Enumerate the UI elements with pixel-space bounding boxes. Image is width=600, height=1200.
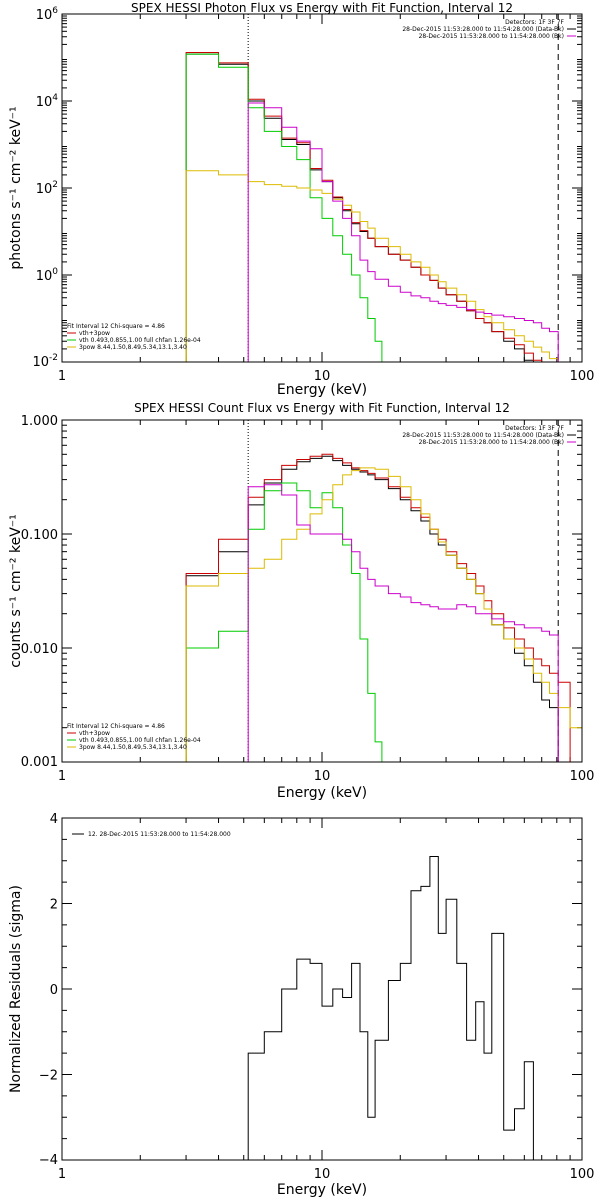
panel-2: SPEX HESSI Count Flux vs Energy with Fit… [8,401,594,801]
plot-area [185,14,571,362]
legend-entry: Fit Interval 12 Chi-square = 4.86 [67,723,165,730]
series-line-5 [247,102,559,362]
legend-entry: vth 0.493,0.855,1.00 full chfan 1.26e-04 [79,337,201,344]
info-text: 28-Dec-2015 11:53:28.000 to 11:54:28.000… [419,439,564,446]
series-line-3 [185,482,383,762]
y-tick-label: −4 [39,1153,58,1168]
series-line-1 [247,856,559,1160]
y-axis-label: counts s⁻¹ cm⁻² keV⁻¹ [8,514,24,668]
y-tick-label: 0.100 [21,528,58,543]
x-tick-label: 100 [570,1167,595,1182]
info-text: 28-Dec-2015 11:53:28.000 to 11:54:28.000… [419,33,564,40]
y-tick-label: 0 [50,983,58,998]
y-tick-label: 4 [50,812,58,827]
plot-frame [61,13,583,363]
info-text: Detectors: 1F 3F 7F [505,425,564,432]
x-tick-label: 10 [314,369,331,384]
info-text: 28-Dec-2015 11:53:28.000 to 11:54:28.000… [402,26,564,33]
series-line-4 [185,170,571,362]
legend-entry: Fit Interval 12 Chi-square = 4.86 [67,323,165,330]
legend-entry: vth+3pow [79,730,110,737]
x-tick-label: 100 [570,369,595,384]
y-tick-exponent: -2 [49,353,58,363]
x-tick-label: 1 [58,1167,66,1182]
y-tick-label: 0.010 [21,642,58,657]
chart-title: SPEX HESSI Count Flux vs Energy with Fit… [134,401,510,415]
panel-3: 1 10 100 −4 −2 0 2 4 Energy (keV) Normalized Resi… [8,812,594,1198]
series-line-4 [185,467,582,762]
y-tick-label: 104 [36,93,59,110]
y-tick-base: 10 [36,8,53,23]
y-tick-base: 10 [32,355,49,370]
series-line-3 [185,53,383,362]
y-tick-label: 1.000 [21,414,58,429]
info-text: 28-Dec-2015 11:53:28.000 to 11:54:28.000… [402,432,564,439]
y-tick-exponent: 6 [52,6,58,16]
y-tick-base: 10 [36,95,53,110]
plot-area [247,856,559,1160]
legend-entry: 12. 28-Dec-2015 11:53:28.000 to 11:54:28… [88,831,231,838]
y-tick-label: 100 [36,267,59,284]
legend-entry: 3pow 8.44,1.50,8.49,5.34,13.1,3.40 [79,344,187,351]
panel-1: SPEX HESSI Photon Flux vs Energy with Fi… [8,1,594,398]
legend-entry: 3pow 8.44,1.50,8.49,5.34,13.1,3.40 [79,744,187,751]
info-text: Detectors: 1F 3F 7F [505,19,564,26]
series-line-1 [185,53,534,362]
y-tick-base: 10 [36,182,53,197]
plot-frame [61,817,583,1161]
plot-area [185,420,582,762]
y-axis-label: photons s⁻¹ cm⁻² keV⁻¹ [8,106,24,269]
y-tick-exponent: 4 [52,93,58,103]
x-axis-label: Energy (keV) [277,785,367,801]
series-line-5 [247,484,559,762]
y-tick-label: 10-2 [32,353,58,370]
y-axis-label: Normalized Residuals (sigma) [8,885,24,1093]
plot-frame [61,419,583,763]
y-tick-label: 106 [36,6,59,23]
series-line-2 [185,52,543,362]
chart-title: SPEX HESSI Photon Flux vs Energy with Fi… [131,1,513,15]
y-tick-label: 102 [36,180,58,197]
x-tick-label: 1 [58,769,66,784]
x-tick-label: 10 [314,1167,331,1182]
y-tick-exponent: 2 [52,180,58,190]
legend-entry: vth+3pow [79,330,110,337]
legend-entry: vth 0.493,0.855,1.00 full chfan 1.26e-04 [79,737,201,744]
series-line-1 [185,455,559,762]
x-axis-label: Energy (keV) [277,1182,367,1198]
series-line-2 [185,453,571,762]
x-axis-label: Energy (keV) [277,382,367,398]
x-tick-label: 100 [570,769,595,784]
x-tick-label: 10 [314,769,331,784]
y-tick-label: 0.001 [21,755,58,770]
y-tick-exponent: 0 [52,267,58,277]
x-tick-label: 1 [58,369,66,384]
y-tick-base: 10 [36,269,53,284]
y-tick-label: −2 [39,1069,58,1084]
y-tick-label: 2 [50,898,58,913]
